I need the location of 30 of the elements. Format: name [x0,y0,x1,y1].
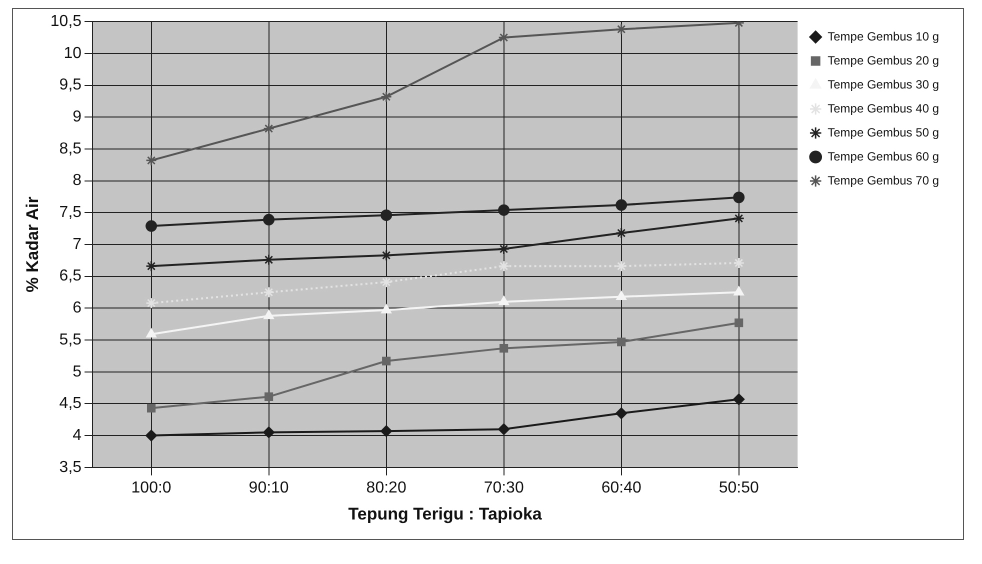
legend-label: Tempe Gembus 20 g [828,53,940,68]
y-tick-label: 3,5 [59,458,82,476]
legend-label: Tempe Gembus 30 g [828,77,940,92]
y-tick-label: 10 [64,44,82,62]
y-tick-label: 6 [72,300,82,317]
x-tick-label: 70:30 [484,479,524,496]
legend-label: Tempe Gembus 50 g [828,125,940,140]
y-tick-label: 10,5 [50,13,82,30]
x-tick-label: 50:50 [718,479,759,496]
legend-label: Tempe Gembus 60 g [828,149,940,164]
y-tick-label: 4 [72,426,82,444]
y-tick-label: 5 [72,363,82,380]
y-axis-title: % Kadar Air [22,196,42,292]
y-tick-label: 7 [72,236,82,253]
y-tick-label: 8,5 [59,140,82,158]
y-tick-label: 6,5 [59,268,82,285]
y-tick-label: 9 [72,108,82,126]
legend-label: Tempe Gembus 40 g [828,101,940,116]
x-axis-title: Tepung Terigu : Tapioka [348,504,542,524]
y-tick-label: 5,5 [59,331,82,348]
y-tick-label: 4,5 [59,395,82,412]
y-tick-label: 7,5 [59,204,82,222]
x-tick-label: 80:20 [366,479,406,496]
legend-label: Tempe Gembus 70 g [828,173,940,188]
legend-label: Tempe Gembus 10 g [828,29,940,44]
x-tick-label: 100:0 [131,479,172,496]
x-tick-label: 90:10 [248,479,289,496]
x-tick-label: 60:40 [601,479,642,496]
y-tick-label: 8 [72,172,82,190]
y-tick-label: 9,5 [59,76,82,94]
